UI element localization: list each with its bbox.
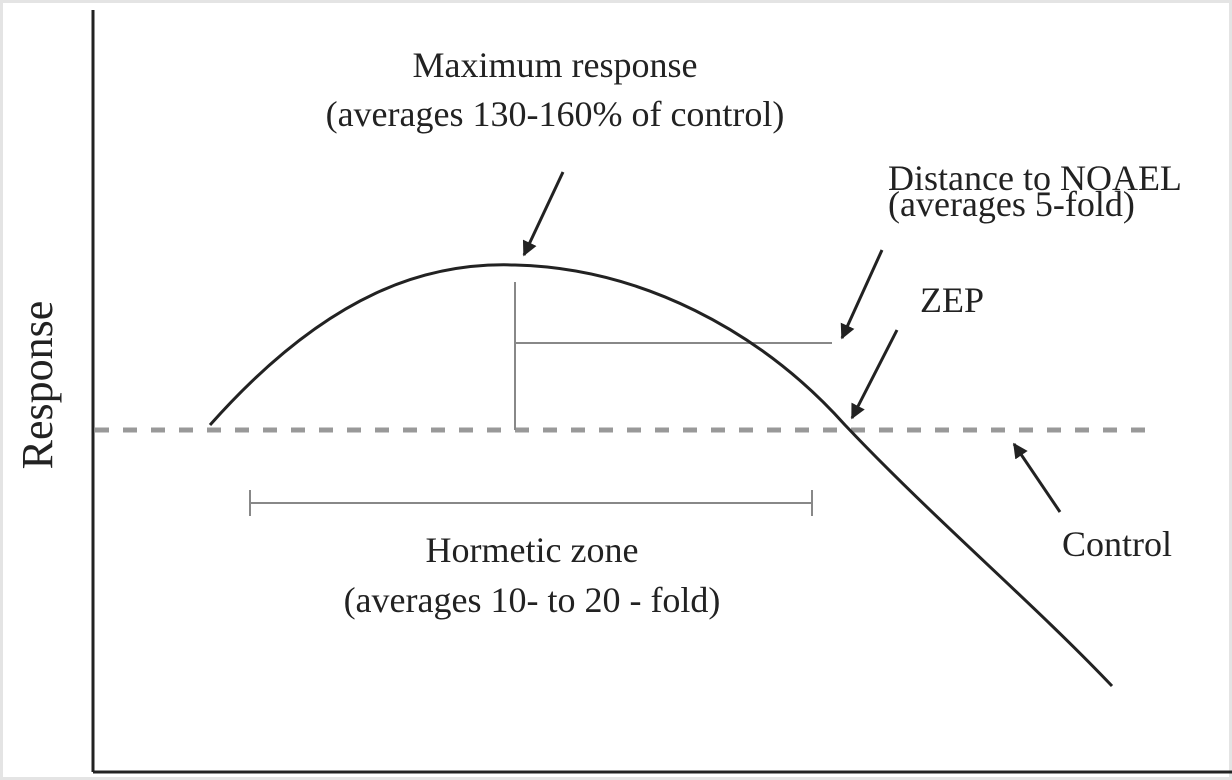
hormetic-zone-detail: (averages 10- to 20 - fold): [344, 580, 721, 620]
hormetic-zone-title: Hormetic zone: [426, 530, 639, 570]
zep-label: ZEP: [920, 280, 984, 320]
hormetic-bracket: [249, 490, 813, 516]
noael-title: Distance to NOAEL: [888, 158, 1182, 198]
arrows: [522, 171, 1062, 513]
dose-response-curve: [208, 263, 1114, 688]
control-label: Control: [1062, 524, 1172, 564]
y-axis-label: Response: [13, 301, 62, 470]
max-response-title: Maximum response: [413, 45, 698, 85]
noael-detail: (averages 5-fold): [888, 184, 1135, 224]
max-response-detail: (averages 130-160% of control): [326, 94, 785, 134]
